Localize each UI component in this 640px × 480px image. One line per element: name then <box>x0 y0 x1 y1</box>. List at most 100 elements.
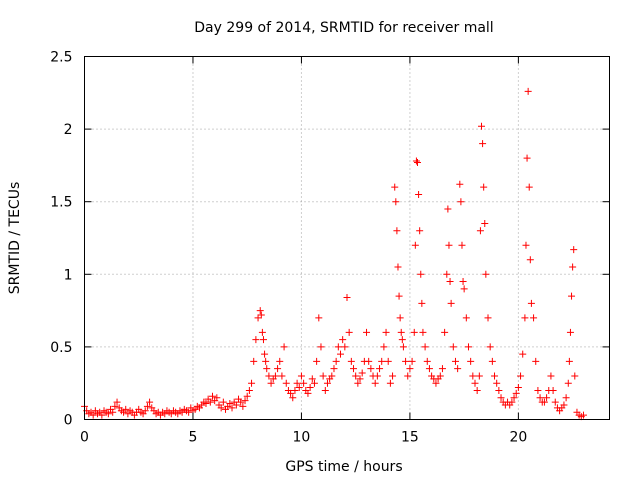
data-point-marker <box>560 401 568 409</box>
data-point-marker <box>358 369 366 377</box>
data-point-marker <box>551 398 559 406</box>
data-point-marker <box>449 343 457 351</box>
data-point-marker <box>469 372 477 380</box>
data-point-marker <box>256 307 264 315</box>
data-point-marker <box>276 357 284 365</box>
data-point-marker <box>143 402 151 410</box>
data-point-marker <box>526 256 534 264</box>
data-point-marker <box>530 314 538 322</box>
data-point-marker <box>536 394 544 402</box>
data-point-marker <box>308 375 316 383</box>
y-tick-label: 2 <box>64 122 73 138</box>
data-point-marker <box>402 357 410 365</box>
data-point-marker <box>262 357 270 365</box>
data-point-marker <box>481 219 489 227</box>
x-axis-label: GPS time / hours <box>285 459 402 475</box>
data-point-marker <box>416 227 424 235</box>
data-point-marker <box>464 343 472 351</box>
data-point-marker <box>310 379 318 387</box>
data-point-marker <box>252 336 260 344</box>
data-point-marker <box>278 372 286 380</box>
data-point-marker <box>226 400 234 408</box>
data-point-marker <box>111 402 119 410</box>
x-tick-label: 10 <box>293 430 311 446</box>
data-point-marker <box>328 372 336 380</box>
data-point-marker <box>395 292 403 300</box>
data-point-marker <box>263 365 271 373</box>
data-point-marker <box>397 328 405 336</box>
plot-frame <box>84 56 610 420</box>
data-point-marker <box>104 410 112 418</box>
data-point-marker <box>339 336 347 344</box>
data-point-marker <box>445 241 453 249</box>
data-point-marker <box>488 357 496 365</box>
x-tick-label: 0 <box>80 430 89 446</box>
data-point-marker <box>304 389 312 397</box>
data-point-marker <box>495 386 503 394</box>
data-point-marker <box>579 411 587 419</box>
data-point-marker <box>300 379 308 387</box>
data-point-marker <box>313 357 321 365</box>
data-point-marker <box>547 372 555 380</box>
data-point-marker <box>462 314 470 322</box>
x-tick-label: 15 <box>401 430 419 446</box>
data-point-marker <box>522 241 530 249</box>
data-point-marker <box>243 392 251 400</box>
data-point-marker <box>336 350 344 358</box>
data-point-marker <box>219 398 227 406</box>
data-point-marker <box>208 392 216 400</box>
data-point-marker <box>446 278 454 286</box>
y-axis-label: SRMTID / TECUs <box>7 182 23 295</box>
data-point-marker <box>345 328 353 336</box>
data-point-marker <box>237 398 245 406</box>
data-point-marker <box>521 314 529 322</box>
data-point-marker <box>347 357 355 365</box>
data-point-marker <box>228 404 236 412</box>
data-point-marker <box>258 328 266 336</box>
data-point-marker <box>185 408 193 416</box>
data-point-marker <box>250 357 258 365</box>
data-points <box>81 87 587 421</box>
data-point-marker <box>512 389 520 397</box>
data-point-marker <box>398 336 406 344</box>
y-tick-label: 1 <box>64 267 73 283</box>
data-point-marker <box>343 294 351 302</box>
data-point-marker <box>334 343 342 351</box>
data-point-marker <box>417 270 425 278</box>
data-point-marker <box>476 227 484 235</box>
data-point-marker <box>491 372 499 380</box>
data-point-marker <box>280 343 288 351</box>
data-point-marker <box>389 372 397 380</box>
data-point-marker <box>295 384 303 392</box>
data-point-marker <box>406 365 414 373</box>
data-point-marker <box>356 375 364 383</box>
data-point-marker <box>371 379 379 387</box>
data-point-marker <box>419 328 427 336</box>
data-point-marker <box>373 372 381 380</box>
data-point-marker <box>259 336 267 344</box>
y-tick-label: 2.5 <box>50 50 72 66</box>
y-tick-label: 0.5 <box>50 340 72 356</box>
data-point-marker <box>267 379 275 387</box>
data-point-marker <box>323 379 331 387</box>
data-point-marker <box>412 157 420 165</box>
data-point-marker <box>380 343 388 351</box>
data-point-marker <box>122 405 130 413</box>
data-point-marker <box>282 379 290 387</box>
data-point-marker <box>408 357 416 365</box>
data-point-marker <box>146 398 154 406</box>
data-point-marker <box>493 379 501 387</box>
data-point-marker <box>457 198 465 206</box>
data-point-marker <box>330 365 338 373</box>
y-tick-label: 1.5 <box>50 195 72 211</box>
data-point-marker <box>217 404 225 412</box>
data-point-marker <box>239 402 247 410</box>
data-point-marker <box>473 386 481 394</box>
x-tick-label: 5 <box>189 430 198 446</box>
data-point-marker <box>471 379 479 387</box>
data-point-marker <box>523 154 531 162</box>
data-point-marker <box>475 372 483 380</box>
data-point-marker <box>467 357 475 365</box>
data-point-marker <box>382 328 390 336</box>
data-point-marker <box>497 394 505 402</box>
